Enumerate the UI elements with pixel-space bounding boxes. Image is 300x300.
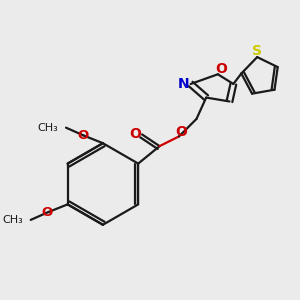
Text: O: O: [215, 62, 227, 76]
Text: O: O: [77, 129, 88, 142]
Text: N: N: [178, 77, 190, 91]
Text: S: S: [252, 44, 262, 58]
Text: O: O: [42, 206, 53, 219]
Text: CH₃: CH₃: [38, 123, 58, 133]
Text: O: O: [129, 128, 141, 142]
Text: O: O: [175, 124, 187, 139]
Text: CH₃: CH₃: [2, 215, 23, 225]
